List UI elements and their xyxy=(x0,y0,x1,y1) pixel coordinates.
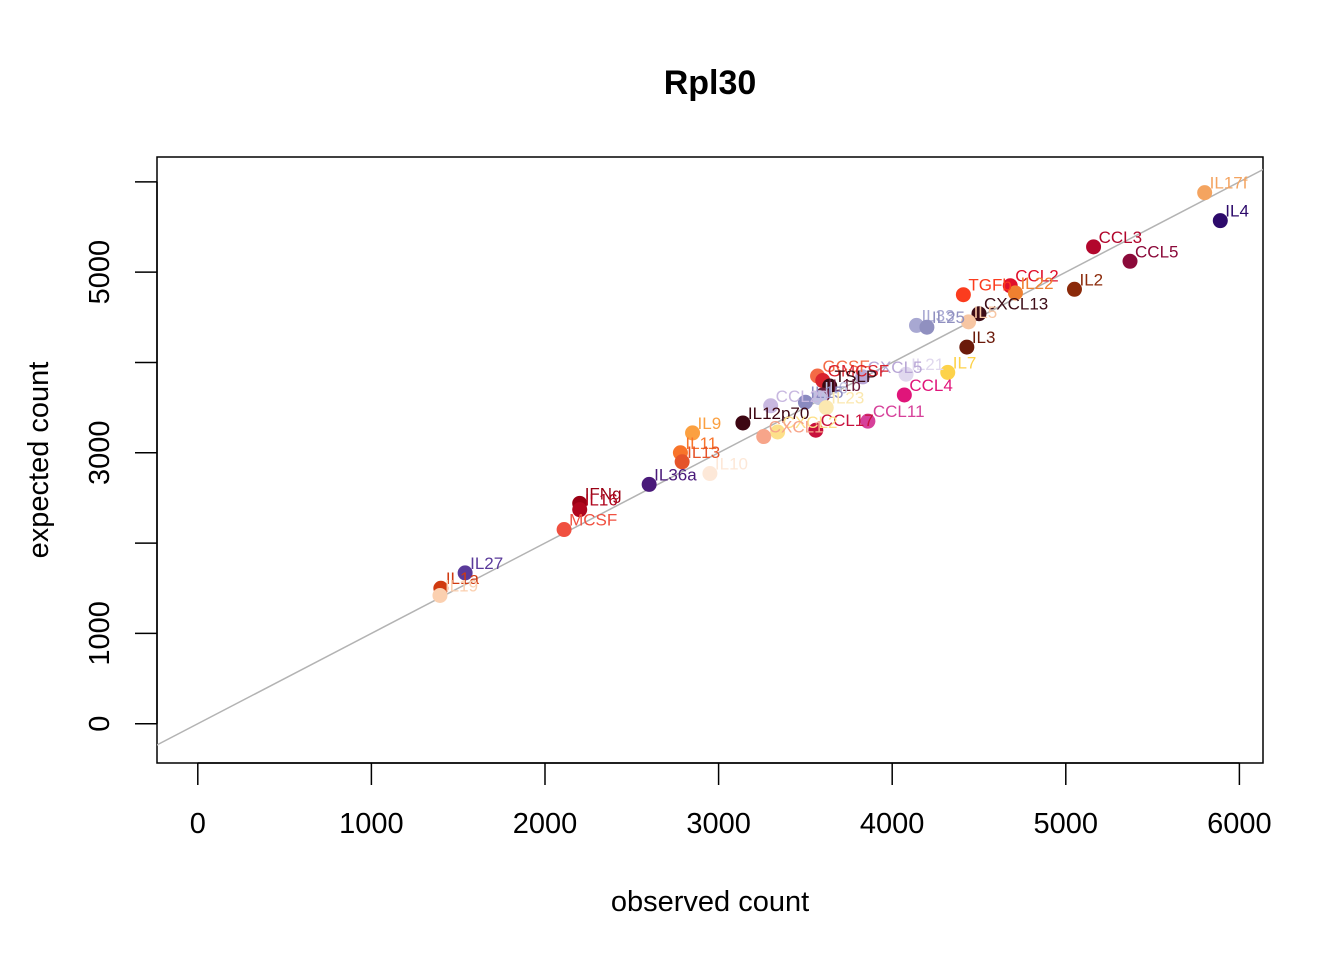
x-tick-label: 4000 xyxy=(860,808,925,840)
point-label-il11: IL11 xyxy=(685,434,717,453)
data-point-il21 xyxy=(898,366,914,382)
point-label-il1a: IL1a xyxy=(446,569,480,588)
point-label-il4: IL4 xyxy=(1225,202,1249,221)
point-label-il7: IL7 xyxy=(953,353,977,372)
point-label-il16: IL16 xyxy=(585,491,618,510)
point-label-gmcsf: GMCSF xyxy=(828,362,889,381)
point-label-tslp: TSLP xyxy=(835,367,878,386)
point-label-ccl5: CCL5 xyxy=(1135,242,1178,261)
data-point-il22 xyxy=(1007,285,1023,301)
data-point-il25 xyxy=(919,319,935,335)
point-label-ccl2: CCL2 xyxy=(1015,267,1058,286)
data-point-cxcl2 xyxy=(770,424,786,440)
reference-line xyxy=(157,168,1263,746)
y-axis-label: expected count xyxy=(23,362,55,559)
point-label-cxcl1: CXCL1 xyxy=(769,418,824,437)
point-label-il27: IL27 xyxy=(470,554,503,573)
point-label-il5: IL5 xyxy=(974,303,998,322)
data-point-ccl11 xyxy=(860,413,876,429)
data-point-il27 xyxy=(457,565,473,581)
x-tick-label: 1000 xyxy=(339,808,404,840)
data-point-ccl3 xyxy=(1086,239,1102,255)
point-label-il25: IL25 xyxy=(932,308,965,327)
data-point-cxcl13 xyxy=(971,306,987,322)
data-point-il17f xyxy=(1197,185,1213,201)
point-label-il23: IL23 xyxy=(831,389,864,408)
data-point-il3 xyxy=(959,339,975,355)
point-label-ifng: IFNg xyxy=(585,484,622,503)
point-label-il9: IL9 xyxy=(698,414,722,433)
data-point-il2 xyxy=(1066,281,1082,297)
point-label-cxcl13: CXCL13 xyxy=(984,295,1048,314)
data-point-il19 xyxy=(432,587,448,603)
x-tick-label: 5000 xyxy=(1034,808,1099,840)
data-point-il15 xyxy=(797,394,813,410)
point-label-il21: IL21 xyxy=(911,355,944,374)
point-label-il22: IL22 xyxy=(1020,274,1053,293)
data-point-ccl4 xyxy=(896,387,912,403)
point-label-il17f: IL17f xyxy=(1210,174,1248,193)
point-label-cxcl5: CXCL5 xyxy=(868,358,923,377)
point-label-il6: IL6 xyxy=(824,379,848,398)
point-label-il19: IL19 xyxy=(445,576,478,595)
chart-title: Rpl30 xyxy=(664,64,757,102)
data-point-cxcl5 xyxy=(855,369,871,385)
point-label-il36a: IL36a xyxy=(654,465,697,484)
point-label-il1b: IL1b xyxy=(828,376,861,395)
point-label-il2: IL2 xyxy=(1079,270,1103,289)
point-label-ccl11: CCL11 xyxy=(873,402,925,421)
point-label-cxcl2: CXCL2 xyxy=(783,413,838,432)
point-label-tgfb: TGFb xyxy=(968,276,1011,295)
data-point-il10 xyxy=(702,466,718,482)
x-axis-label: observed count xyxy=(611,886,809,918)
plot-area: 0 1000 2000 3000 4000 5000 6000 0 1000 3000 5000 IL… xyxy=(84,156,1272,840)
data-point-il36a xyxy=(641,476,657,492)
x-tick-label: 3000 xyxy=(686,808,751,840)
point-label-ccl17: CCL17 xyxy=(821,411,874,430)
point-label-il3: IL3 xyxy=(972,328,996,347)
data-point-il9 xyxy=(685,425,701,441)
point-label-il12p70: IL12p70 xyxy=(748,404,809,423)
point-label-ccl3: CCL3 xyxy=(1099,228,1142,247)
y-tick-label: 3000 xyxy=(84,421,116,486)
point-label-ccl4: CCL4 xyxy=(909,376,952,395)
data-point-il16 xyxy=(572,502,588,518)
point-label-gcsf: GCSF xyxy=(823,357,870,376)
data-point-tgfb xyxy=(955,287,971,303)
data-point-il5 xyxy=(961,314,977,330)
y-tick-label: 5000 xyxy=(84,240,116,305)
y-tick-label: 1000 xyxy=(84,601,116,666)
point-label-ccl20: CCL20 xyxy=(776,387,829,406)
point-label-mcsf: MCSF xyxy=(569,511,617,530)
point-label-il15: IL15 xyxy=(810,383,843,402)
x-tick-label: 0 xyxy=(190,808,206,840)
data-point-cxcl1 xyxy=(756,429,772,445)
point-label-il13: IL13 xyxy=(687,443,720,462)
data-point-ccl5 xyxy=(1122,253,1138,269)
x-tick-label: 2000 xyxy=(513,808,578,840)
point-label-il10: IL10 xyxy=(715,455,748,474)
data-point-ccl20 xyxy=(763,398,779,414)
data-point-ccl17 xyxy=(808,422,824,438)
data-point-mcsf xyxy=(556,522,572,538)
data-point-il13 xyxy=(674,454,690,470)
data-point-il23 xyxy=(818,400,834,416)
x-tick-label: 6000 xyxy=(1207,808,1272,840)
y-tick-label: 0 xyxy=(84,716,116,732)
data-point-il7 xyxy=(940,364,956,380)
data-point-il4 xyxy=(1212,213,1228,229)
data-point-il12p70 xyxy=(735,415,751,431)
